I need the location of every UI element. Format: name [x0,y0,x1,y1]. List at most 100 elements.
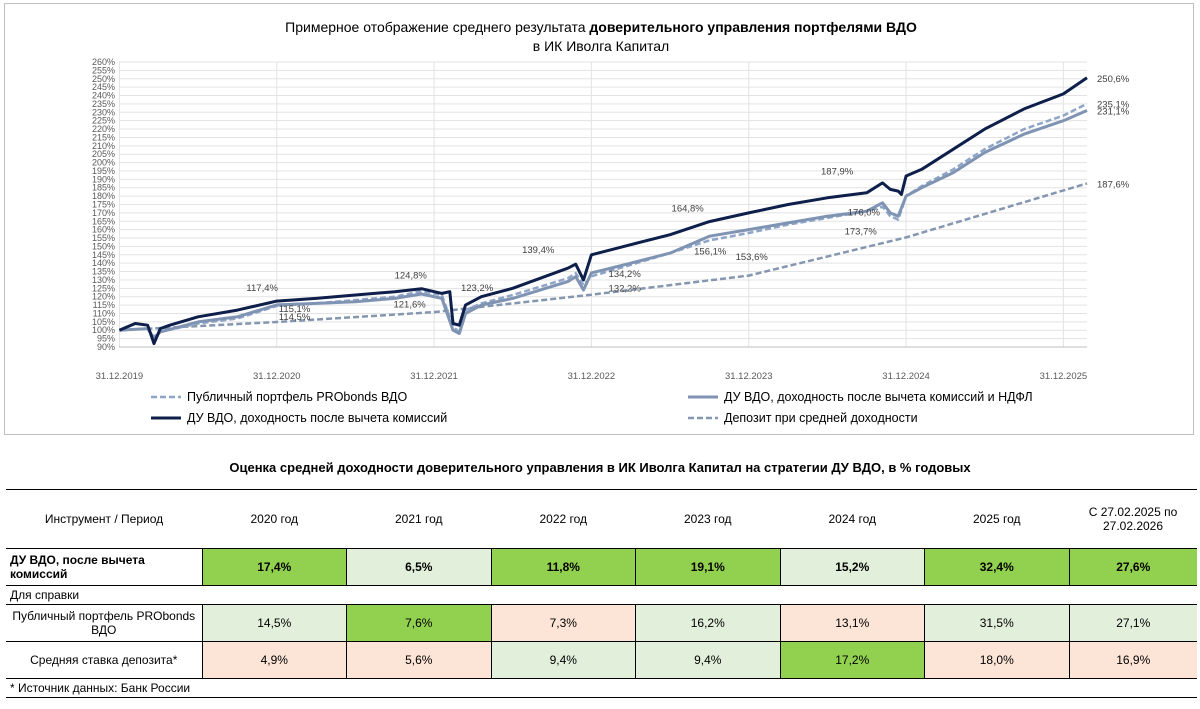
x-tick-label: 31.12.2023 [725,371,773,382]
value-cell: 18,0% [924,641,1069,679]
data-label: 176,0% [848,208,881,219]
data-label: 114,5% [279,312,311,323]
table-row: Средняя ставка депозита* 4,9% 5,6% 9,4% … [6,641,1197,679]
y-tick-label: 100% [92,325,115,335]
data-label: 153,6% [736,252,769,263]
y-tick-label: 240% [92,91,115,101]
y-tick-label: 130% [92,275,115,285]
y-tick-label: 190% [92,174,115,184]
x-tick-label: 31.12.2019 [96,371,144,382]
y-tick-label: 250% [92,74,115,84]
series-line [119,109,1088,341]
y-tick-label: 205% [92,149,115,159]
data-label: 173,7% [845,227,878,238]
header-cell: 2024 год [780,489,925,549]
value-cell: 11,8% [490,548,636,586]
data-label: 250,6% [1097,74,1130,85]
line-chart: Примерное отображение среднего результат… [92,19,1130,425]
y-tick-label: 105% [92,317,115,327]
y-tick-label: 200% [92,158,115,168]
series-line [119,182,1088,332]
table-row-main: ДУ ВДО, после вычета комиссий 17,4% 6,5%… [6,548,1197,586]
data-label: 115,1% [279,304,311,315]
y-tick-label: 145% [92,250,115,260]
data-label: 121,6% [393,300,426,311]
y-tick-label: 170% [92,208,115,218]
chart-annotations: 117,4%115,1%114,5% 124,8% 121,6% 123,2% 139,… [246,74,1129,323]
chart-title-line2: в ИК Иволга Капитал [533,38,669,54]
returns-table: Инструмент / Период 2020 год 2021 год 20… [6,489,1197,698]
y-tick-label: 255% [92,65,115,75]
y-tick-label: 165% [92,216,115,226]
y-tick-label: 180% [92,191,115,201]
value-cell: 13,1% [779,604,925,642]
value-cell: 6,5% [346,548,491,586]
y-tick-label: 220% [92,124,115,134]
y-tick-label: 120% [92,292,115,302]
x-tick-label: 31.12.2022 [568,371,616,382]
table-header-row: Инструмент / Период 2020 год 2021 год 20… [6,489,1197,549]
data-label: 187,9% [821,167,854,178]
data-label: 164,8% [672,204,705,215]
data-label: 235,1% [1097,100,1130,111]
y-axis-labels: 90%95%100%105%110%115%120%125%130%135%14… [92,57,115,352]
data-label: 187,6% [1097,179,1130,190]
header-cell: С 27.02.2025 по 27.02.2026 [1069,489,1197,549]
y-tick-label: 95% [97,334,115,344]
value-cell: 16,2% [635,604,780,642]
y-tick-label: 115% [93,300,115,310]
data-label: 117,4% [246,283,278,294]
data-label: 124,8% [395,271,428,282]
y-tick-label: 185% [92,183,115,193]
chart-series [118,76,1088,346]
x-tick-label: 31.12.2024 [882,371,930,382]
y-tick-label: 110% [93,308,115,318]
value-cell: 27,6% [1068,548,1197,586]
value-cell: 14,5% [201,604,347,642]
header-cell: 2021 год [346,489,491,549]
value-cell: 5,6% [346,641,491,679]
table-footnote-row: * Источник данных: Банк России [6,678,1197,698]
legend-label-deposit: Депозит при средней доходности [724,411,918,425]
value-cell: 31,5% [924,604,1069,642]
y-tick-label: 155% [92,233,115,243]
series-line [118,76,1088,346]
y-tick-label: 195% [92,166,115,176]
value-cell: 9,4% [635,641,780,679]
header-cell: 2022 год [491,489,636,549]
value-cell: 32,4% [924,548,1069,586]
data-label: 139,4% [522,245,555,256]
x-tick-label: 31.12.2020 [253,371,301,382]
y-tick-label: 230% [92,107,115,117]
data-label: 134,2% [609,269,642,280]
y-tick-label: 235% [92,99,115,109]
data-label: 231,1% [1097,106,1130,117]
header-cell: 2023 год [635,489,780,549]
row-label: Публичный портфель PRObonds ВДО [6,604,202,642]
row-label: ДУ ВДО, после вычета комиссий [6,548,202,586]
legend: Публичный портфель PRObonds ВДО ДУ ВДО, … [151,390,1033,425]
header-cell: 2020 год [202,489,347,549]
data-label: 156,1% [694,247,727,258]
y-tick-label: 175% [92,200,115,210]
series-line [119,102,1088,339]
value-cell: 27,1% [1068,604,1197,642]
value-cell: 7,6% [346,604,491,642]
value-cell: 7,3% [490,604,636,642]
legend-label-public: Публичный портфель PRObonds ВДО [187,390,407,404]
y-tick-label: 140% [92,258,115,268]
header-cell: Инструмент / Период [6,489,202,549]
header-cell: 2025 год [924,489,1069,549]
x-tick-label: 31.12.2021 [410,371,458,382]
table-reference-row: Для справки [6,586,1197,605]
value-cell: 4,9% [201,641,347,679]
footnote: * Источник данных: Банк России [6,678,1197,698]
legend-label-after-fee: ДУ ВДО, доходность после вычета комиссий [187,411,447,425]
data-label: 123,2% [461,283,494,294]
y-tick-label: 210% [92,141,115,151]
value-cell: 17,4% [201,548,347,586]
value-cell: 15,2% [779,548,925,586]
y-tick-label: 135% [92,267,115,277]
legend-label-after-tax: ДУ ВДО, доходность после вычета комиссий… [724,390,1033,404]
table-row: Публичный портфель PRObonds ВДО 14,5% 7,… [6,604,1197,642]
